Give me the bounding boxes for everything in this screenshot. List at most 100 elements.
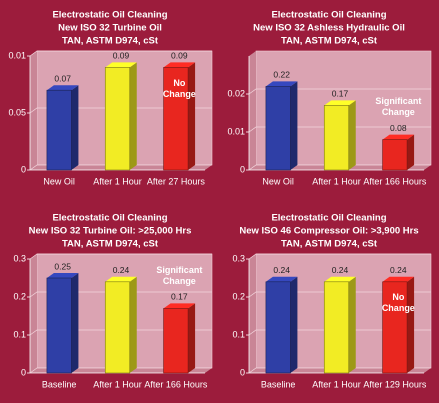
grid-line bbox=[248, 291, 431, 298]
bar-side bbox=[188, 62, 196, 170]
data-label: 0.25 bbox=[54, 261, 71, 271]
x-tick-label: Baseline bbox=[261, 379, 296, 389]
bar-top bbox=[382, 134, 415, 140]
bar bbox=[104, 67, 131, 171]
bar bbox=[46, 89, 72, 171]
bar bbox=[46, 277, 72, 374]
y-tick-label: 0.3 bbox=[232, 253, 245, 263]
grid-line bbox=[248, 253, 431, 260]
annotation: Change bbox=[163, 89, 196, 99]
chart-panel: Electrostatic Oil Cleaning New ISO 32 Tur… bbox=[8, 10, 213, 186]
y-tick-label: 0.2 bbox=[13, 291, 26, 301]
bar-side bbox=[348, 276, 356, 373]
y-tick-label: 0 bbox=[21, 367, 26, 377]
chart-title: Electrostatic Oil Cleaning bbox=[271, 10, 386, 21]
bar-top bbox=[163, 303, 196, 309]
chart-panel: Electrostatic Oil Cleaning New ISO 32 Ash… bbox=[227, 10, 432, 186]
grid-line bbox=[248, 367, 431, 374]
annotation: Significant bbox=[375, 96, 421, 106]
chart-title: Electrostatic Oil Cleaning bbox=[52, 10, 167, 21]
chart-title: Electrostatic Oil Cleaning bbox=[52, 213, 167, 224]
bar bbox=[163, 308, 189, 374]
plot-side bbox=[30, 254, 37, 373]
data-label: 0.09 bbox=[113, 51, 130, 61]
bar-top bbox=[324, 276, 356, 282]
bar-side bbox=[348, 100, 356, 170]
x-tick-label: After 166 Hours bbox=[144, 379, 208, 389]
bar-top bbox=[105, 62, 137, 68]
data-label: 0.07 bbox=[54, 73, 71, 83]
plot-side bbox=[249, 51, 256, 170]
y-tick-label: 0.2 bbox=[232, 291, 245, 301]
chart-title: TAN, ASTM D974, cSt bbox=[62, 239, 159, 250]
bar bbox=[104, 281, 131, 374]
grid-line bbox=[29, 107, 212, 114]
data-label: 0.17 bbox=[171, 292, 188, 302]
x-tick-label: After 129 Hours bbox=[363, 379, 427, 389]
grid-line bbox=[29, 164, 212, 171]
bar bbox=[382, 281, 408, 374]
grid-line bbox=[248, 126, 431, 133]
data-label: 0.24 bbox=[113, 265, 130, 275]
x-tick-label: After 166 Hours bbox=[363, 176, 427, 186]
bar bbox=[163, 67, 189, 171]
grid-line bbox=[29, 291, 212, 298]
x-tick-label: Baseline bbox=[42, 379, 77, 389]
chart-title: New ISO 32 Turbine Oil bbox=[58, 23, 162, 34]
bar bbox=[382, 139, 408, 171]
grid-line bbox=[248, 88, 431, 95]
bar-top bbox=[105, 276, 137, 282]
bar bbox=[323, 281, 350, 374]
y-tick-label: 0 bbox=[21, 164, 26, 174]
y-tick-label: 0 bbox=[240, 164, 245, 174]
annotation: Change bbox=[382, 303, 415, 313]
grid-line bbox=[248, 329, 431, 336]
plot-side bbox=[249, 254, 256, 373]
annotation: No bbox=[392, 292, 404, 302]
chart-panel: Electrostatic Oil Cleaning New ISO 32 Tur… bbox=[13, 213, 213, 389]
y-tick-label: 0.02 bbox=[227, 88, 245, 98]
y-tick-label: 0.01 bbox=[227, 126, 245, 136]
bar-top bbox=[382, 276, 415, 282]
data-label: 0.24 bbox=[273, 265, 290, 275]
chart-title: New ISO 32 Turbine Oil: >25,000 Hrs bbox=[29, 226, 192, 237]
bar-side bbox=[71, 85, 79, 170]
chart-title: Electrostatic Oil Cleaning bbox=[271, 213, 386, 224]
bar-side bbox=[129, 62, 137, 170]
x-tick-label: After 27 Hours bbox=[147, 176, 206, 186]
data-label: 0.09 bbox=[171, 51, 188, 61]
bar bbox=[265, 86, 291, 171]
bar-top bbox=[163, 62, 196, 68]
data-label: 0.17 bbox=[332, 89, 349, 99]
bar bbox=[323, 105, 350, 171]
y-tick-label: 0 bbox=[240, 367, 245, 377]
data-label: 0.24 bbox=[390, 265, 407, 275]
bar-top bbox=[265, 276, 298, 282]
bar bbox=[265, 281, 291, 374]
bar-top bbox=[46, 85, 79, 91]
x-tick-label: After 1 Hour bbox=[93, 379, 142, 389]
x-tick-label: After 1 Hour bbox=[93, 176, 142, 186]
y-tick-label: 0.01 bbox=[8, 50, 26, 60]
chart-title: New ISO 46 Compressor Oil: >3,900 Hrs bbox=[239, 226, 418, 237]
grid-line bbox=[248, 164, 431, 171]
bar-side bbox=[407, 134, 415, 170]
bar-side bbox=[290, 81, 298, 170]
x-tick-label: New Oil bbox=[262, 176, 294, 186]
annotation: No bbox=[173, 78, 185, 88]
chart-title: TAN, ASTM D974, cSt bbox=[62, 36, 159, 47]
grid-line bbox=[29, 329, 212, 336]
data-label: 0.08 bbox=[390, 123, 407, 133]
bar-top bbox=[265, 81, 298, 87]
bar-side bbox=[290, 276, 298, 373]
chart-title: New ISO 32 Ashless Hydraulic Oil bbox=[253, 23, 405, 34]
y-tick-label: 0.1 bbox=[13, 329, 26, 339]
bar-top bbox=[46, 273, 79, 278]
bar-top bbox=[324, 100, 356, 106]
annotation: Change bbox=[382, 107, 415, 117]
bar-side bbox=[71, 273, 79, 373]
grid-line bbox=[29, 367, 212, 374]
grid-line bbox=[29, 50, 212, 57]
data-label: 0.24 bbox=[332, 265, 349, 275]
